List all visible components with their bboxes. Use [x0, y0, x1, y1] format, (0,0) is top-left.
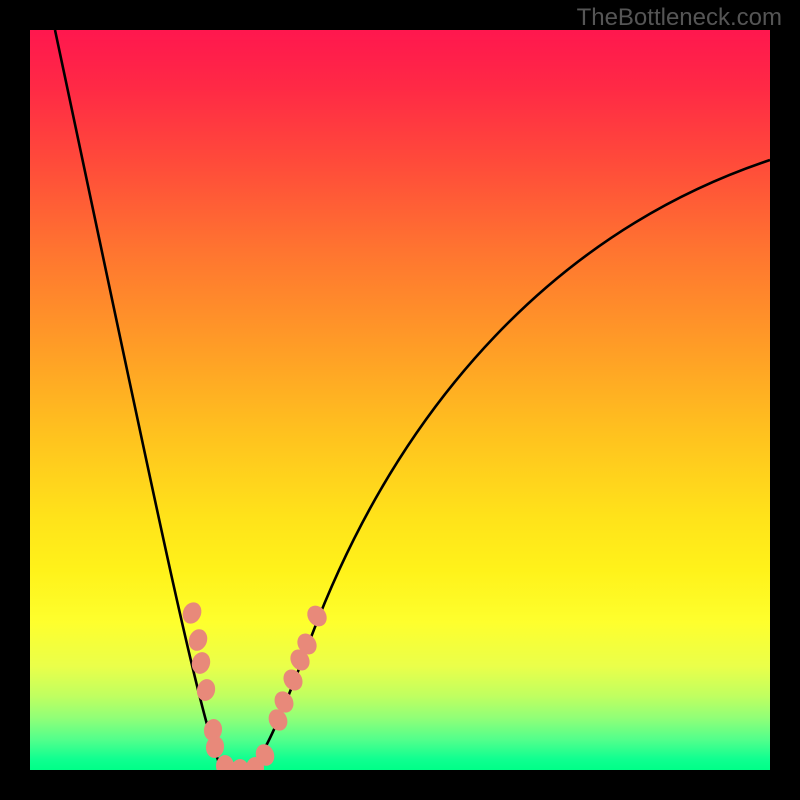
chart-gradient-background [30, 30, 770, 770]
chart-svg: TheBottleneck.com [0, 0, 800, 800]
bottleneck-chart: TheBottleneck.com [0, 0, 800, 800]
source-watermark: TheBottleneck.com [577, 4, 782, 31]
